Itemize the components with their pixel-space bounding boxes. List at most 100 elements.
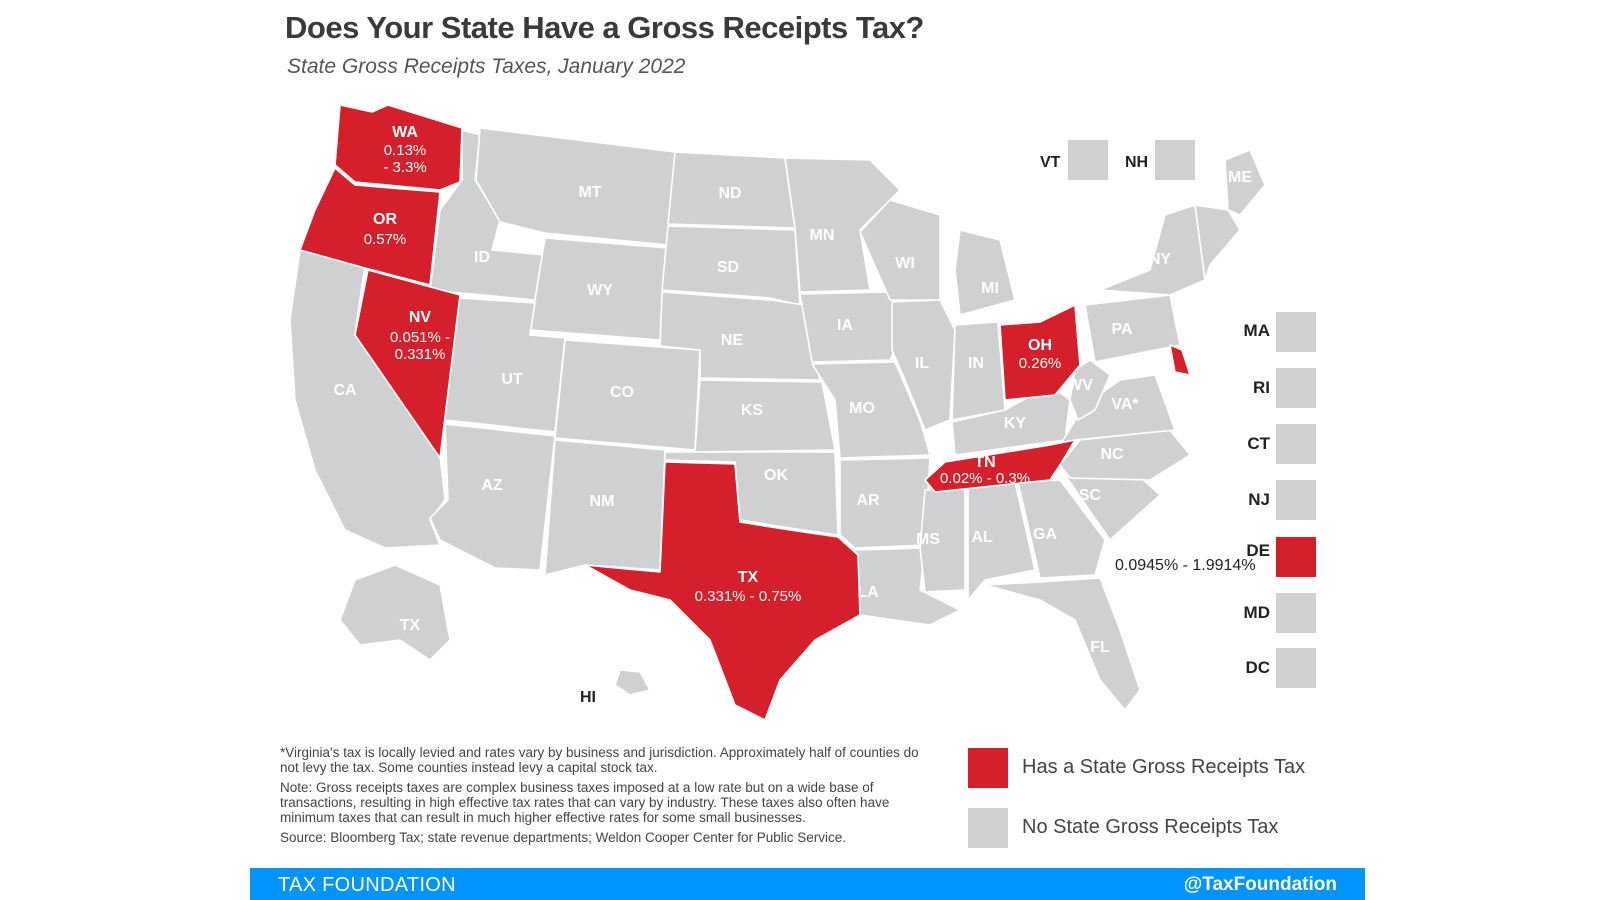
state-WI[interactable] — [859, 199, 941, 301]
label-CT: CT — [1247, 434, 1270, 453]
state-AR[interactable] — [839, 457, 931, 549]
label-KY: KY — [1004, 415, 1027, 432]
label-PA: PA — [1111, 321, 1132, 338]
state-OK[interactable] — [664, 451, 839, 536]
label-WI: WI — [895, 255, 915, 272]
box-RI[interactable] — [1276, 368, 1316, 408]
state-MT[interactable] — [475, 127, 676, 246]
label-CO: CO — [610, 384, 634, 401]
rate-NV-2: 0.331% — [395, 346, 446, 363]
gray-states — [289, 127, 1266, 711]
state-NV[interactable] — [354, 269, 461, 459]
label-MT: MT — [578, 184, 601, 201]
label-WY: WY — [587, 282, 613, 299]
rate-NV-1: 0.051% - — [390, 329, 450, 346]
box-MD[interactable] — [1276, 593, 1316, 633]
state-TN[interactable] — [924, 439, 1076, 493]
state-GA[interactable] — [1017, 479, 1106, 579]
label-HI: HI — [580, 689, 596, 706]
footer-bar: TAX FOUNDATION @TaxFoundation — [250, 868, 1365, 900]
red-labels: WA 0.13% - 3.3% OR 0.57% NV 0.051% - 0.3… — [364, 124, 1062, 605]
label-DE-box: DE — [1246, 541, 1270, 560]
label-AL: AL — [971, 529, 993, 546]
state-FL[interactable] — [984, 577, 1141, 711]
state-DE[interactable] — [1169, 344, 1191, 376]
box-MA[interactable] — [1276, 312, 1316, 352]
state-MI[interactable] — [954, 229, 1016, 316]
label-MS: MS — [916, 531, 940, 548]
rate-TX: 0.331% - 0.75% — [695, 588, 802, 605]
legend-label-has: Has a State Gross Receipts Tax — [1022, 756, 1306, 778]
state-AK[interactable] — [339, 564, 451, 661]
box-NH[interactable] — [1155, 140, 1195, 180]
rate-DE: 0.0945% - 1.9914% — [1115, 557, 1256, 574]
legend-swatch-none — [968, 808, 1008, 848]
state-AZ[interactable] — [429, 423, 556, 571]
state-MN[interactable] — [784, 157, 901, 293]
state-OR[interactable] — [299, 167, 441, 286]
label-SC: SC — [1079, 487, 1102, 504]
state-HI[interactable] — [614, 669, 651, 696]
label-AK: TX — [400, 617, 421, 634]
state-IL[interactable] — [891, 299, 956, 431]
legend-swatch-has — [968, 748, 1008, 788]
label-FL: FL — [1090, 639, 1110, 656]
red-states — [299, 104, 1191, 721]
label-OH: OH — [1028, 337, 1052, 354]
label-NM: NM — [590, 493, 615, 510]
state-KS[interactable] — [694, 379, 836, 453]
state-TX[interactable] — [584, 461, 861, 721]
state-NE[interactable] — [659, 291, 821, 381]
box-DE[interactable] — [1276, 537, 1316, 577]
state-NY[interactable] — [1099, 204, 1206, 296]
label-IA: IA — [837, 317, 853, 334]
notes-block: *Virginia's tax is locally levied and ra… — [280, 745, 940, 850]
state-NM[interactable] — [544, 439, 666, 576]
label-NJ: NJ — [1248, 490, 1270, 509]
label-IN: IN — [968, 355, 984, 372]
label-VA: VA* — [1111, 396, 1139, 413]
state-ME[interactable] — [1224, 149, 1266, 216]
footer-handle[interactable]: @TaxFoundation — [1183, 874, 1337, 895]
state-MO[interactable] — [811, 361, 931, 459]
label-AR: AR — [856, 492, 880, 509]
label-WA: WA — [392, 124, 418, 141]
box-NJ[interactable] — [1276, 480, 1316, 520]
label-RI: RI — [1253, 378, 1270, 397]
label-UT: UT — [501, 371, 523, 388]
map-title: Does Your State Have a Gross Receipts Ta… — [285, 10, 924, 45]
label-ME: ME — [1228, 169, 1252, 186]
box-CT[interactable] — [1276, 424, 1316, 464]
label-TN: TN — [974, 454, 995, 471]
box-VT[interactable] — [1068, 140, 1108, 180]
label-NE: NE — [721, 332, 744, 349]
label-OR: OR — [373, 211, 397, 228]
label-SD: SD — [717, 259, 739, 276]
label-NY: NY — [1149, 251, 1172, 268]
label-DC: DC — [1245, 658, 1270, 677]
state-WA[interactable] — [334, 104, 463, 191]
rate-TN: 0.02% - 0.3% — [940, 470, 1030, 487]
map-subtitle: State Gross Receipts Taxes, January 2022 — [287, 55, 686, 78]
label-AZ: AZ — [481, 477, 503, 494]
state-OH[interactable] — [999, 304, 1081, 401]
gray-labels: CA ID MT WY UT AZ CO NM ND SD NE KS OK M… — [333, 169, 1252, 656]
state-NE-small[interactable] — [1194, 204, 1241, 281]
label-VT: VT — [1040, 154, 1061, 171]
box-DC[interactable] — [1276, 648, 1316, 688]
rate-WA-1: 0.13% — [384, 142, 427, 159]
rate-WA-2: - 3.3% — [383, 159, 426, 176]
label-CA: CA — [333, 382, 357, 399]
legend-label-none: No State Gross Receipts Tax — [1022, 816, 1279, 838]
label-NH: NH — [1125, 154, 1148, 171]
label-GA: GA — [1033, 526, 1057, 543]
footer-brand[interactable]: TAX FOUNDATION — [278, 874, 456, 896]
label-IL: IL — [915, 355, 929, 372]
label-TX: TX — [738, 569, 759, 586]
rate-OR: 0.57% — [364, 231, 407, 248]
label-KS: KS — [741, 402, 764, 419]
state-PA[interactable] — [1084, 294, 1181, 363]
label-NC: NC — [1100, 446, 1124, 463]
label-LA: LA — [857, 584, 879, 601]
